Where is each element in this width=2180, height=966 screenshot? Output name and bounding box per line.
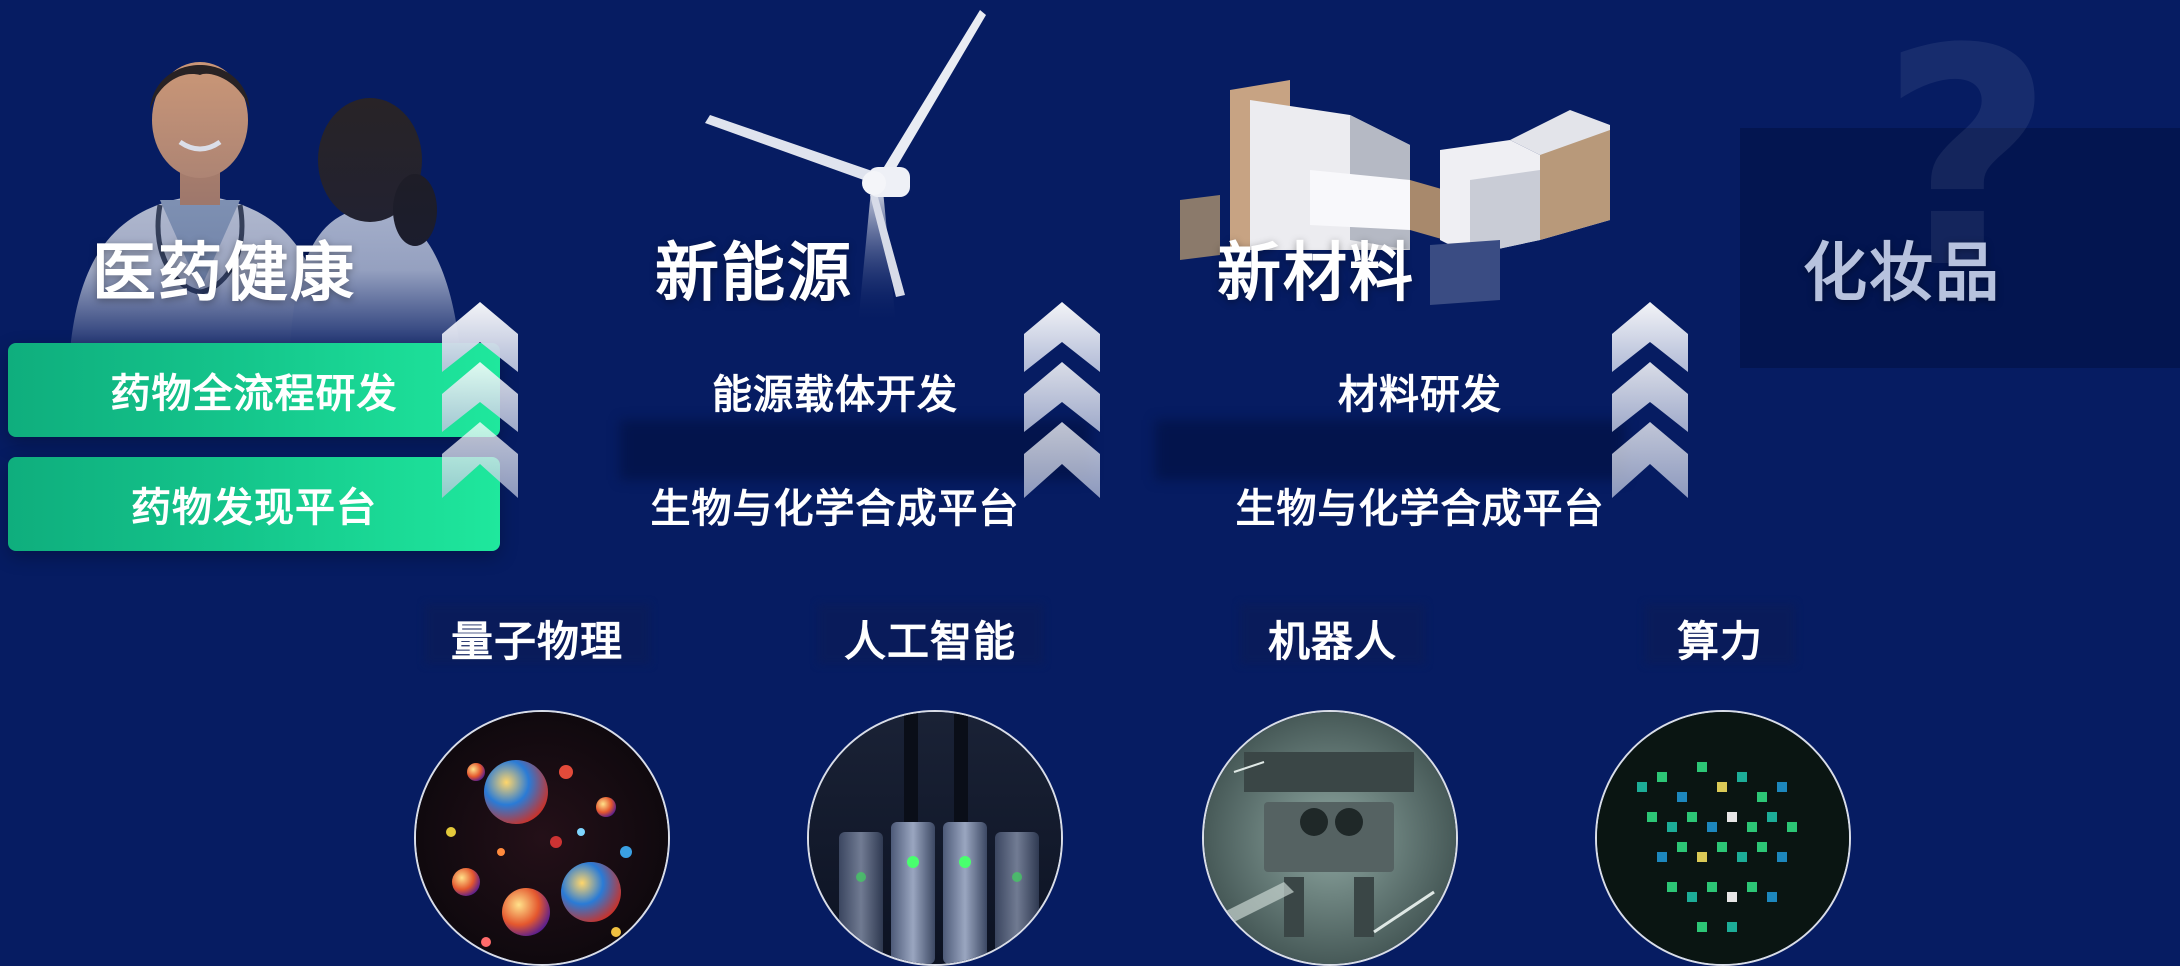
sector-title-new-energy: 新能源 (655, 237, 853, 311)
quantum-spheres-image[interactable] (414, 710, 670, 966)
tech-label-background (1645, 604, 1795, 664)
tech-label-compute[interactable]: 算力 (1676, 617, 1763, 666)
materials-item-rd[interactable]: 材料研发 (1338, 372, 1502, 418)
robot-lab-image[interactable] (1202, 710, 1458, 966)
item-shadow (1155, 420, 1625, 480)
sector-title-new-materials: 新材料 (1217, 237, 1415, 311)
materials-item-synthesis-platform[interactable]: 生物与化学合成平台 (1235, 486, 1605, 532)
pharma-item-discovery-platform[interactable]: 药物发现平台 (8, 457, 500, 551)
tech-label-quantum-physics[interactable]: 量子物理 (450, 617, 623, 666)
tech-label-robotics[interactable]: 机器人 (1267, 617, 1397, 666)
doctor-patient-photo (40, 30, 510, 350)
wind-turbine-photo (705, 10, 986, 325)
item-shadow (620, 420, 1090, 480)
tech-label-background (818, 604, 1043, 664)
chevron-up-icon (1024, 302, 1100, 498)
sector-title-pharma: 医药健康 (92, 237, 356, 311)
sector-title-cosmetics: 化妆品 (1803, 237, 2001, 311)
tech-label-ai[interactable]: 人工智能 (843, 617, 1016, 666)
chevron-up-icon (1612, 302, 1688, 498)
pharma-item-full-rd[interactable]: 药物全流程研发 (8, 343, 500, 437)
tech-label-background (1240, 604, 1425, 664)
tech-label-background (425, 604, 650, 664)
energy-item-carrier-dev[interactable]: 能源载体开发 (712, 372, 958, 418)
compute-chip-image[interactable] (1595, 710, 1851, 966)
energy-item-synthesis-platform[interactable]: 生物与化学合成平台 (650, 486, 1020, 532)
material-blocks-photo (1180, 80, 1610, 305)
faded-background-panel (1740, 128, 2180, 368)
chevron-up-icon (442, 302, 518, 498)
server-rack-image[interactable] (807, 710, 1063, 966)
question-mark-decoration: ? (1880, 0, 2055, 334)
